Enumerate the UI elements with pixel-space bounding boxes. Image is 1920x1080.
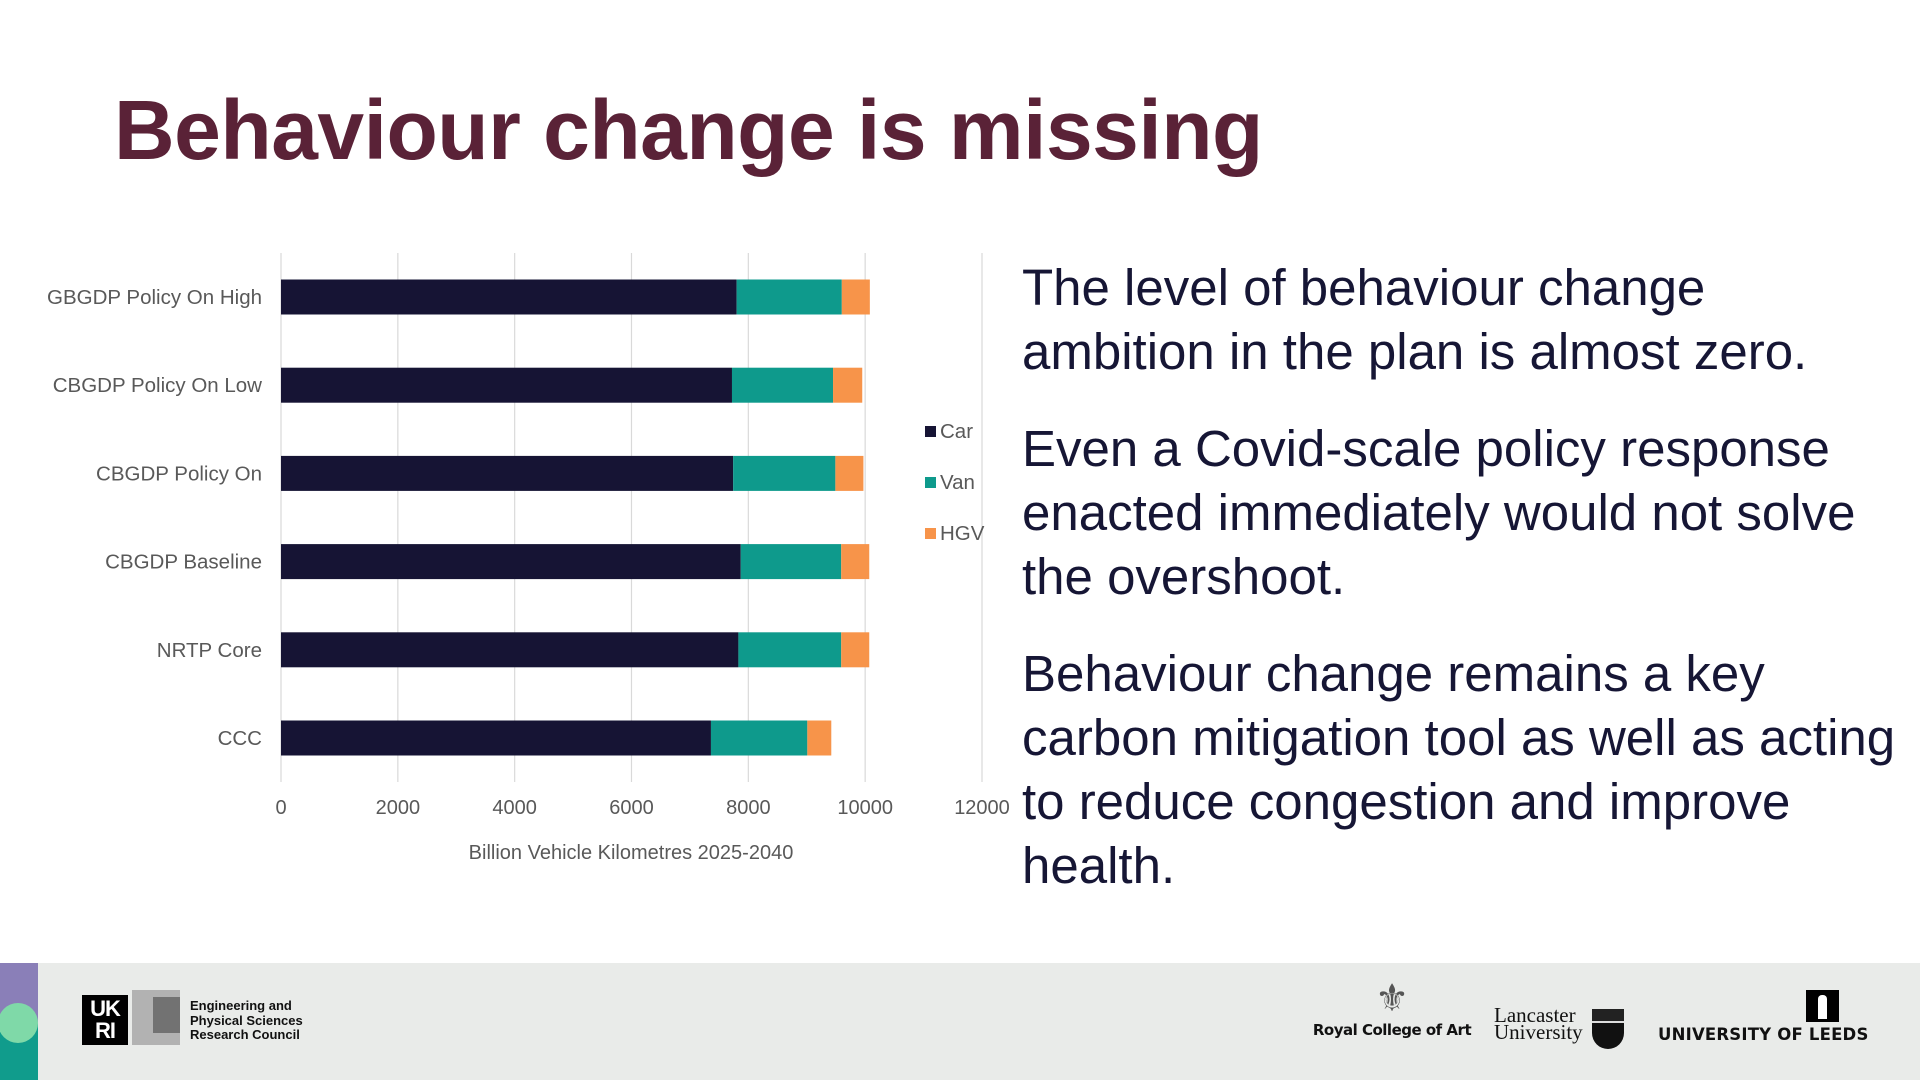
strip-circle (0, 1003, 38, 1043)
brand-strip (0, 963, 38, 1080)
epsrc-line: Physical Sciences (190, 1012, 303, 1028)
ukri-logo-icon: UK RI (82, 995, 128, 1045)
bar-segment-van (738, 632, 842, 668)
bar-segment-car (281, 544, 741, 580)
royal-crest-icon: ⚜ (1374, 978, 1410, 1020)
stacked-bar-chart: GBGDP Policy On High CBGDP Policy On Low C… (47, 253, 1010, 864)
bar-segment-hgv (835, 455, 864, 491)
paragraph-key-tool: Behaviour change remains a key carbon mi… (1022, 645, 1896, 894)
body-text: The level of behaviour change ambition i… (1022, 256, 1902, 931)
tick-label: 4000 (492, 797, 537, 819)
tick-label: 2000 (376, 797, 421, 819)
footer: UK RI Engineering and Physical Sciences … (0, 963, 1920, 1080)
paragraph-ambition: The level of behaviour change ambition i… (1022, 259, 1808, 380)
epsrc-line: Research Council (190, 1027, 300, 1042)
gridlines (280, 253, 983, 782)
category-label: GBGDP Policy On High (47, 286, 262, 309)
epsrc-logo-text: Engineering and Physical Sciences Resear… (190, 998, 303, 1043)
bar-segment-car (281, 455, 734, 491)
bar-segment-van (733, 455, 836, 491)
category-label: NRTP Core (157, 639, 262, 662)
bar-segment-hgv (833, 367, 863, 403)
legend-swatch-hgv (925, 528, 936, 539)
legend-swatch-car (925, 426, 936, 437)
bar-segment-van (740, 544, 842, 580)
legend-label: Car (940, 420, 973, 443)
lancaster-logo-text: Lancaster University (1494, 1003, 1583, 1044)
category-label: CBGDP Policy On (96, 462, 262, 485)
bar-segment-hgv (841, 279, 870, 315)
tick-label: 6000 (609, 797, 654, 819)
bars (281, 279, 870, 756)
bar-segment-car (281, 632, 739, 668)
category-labels: GBGDP Policy On High CBGDP Policy On Low C… (47, 286, 262, 750)
bar-segment-car (281, 367, 732, 403)
epsrc-line: Engineering and (190, 998, 292, 1013)
leeds-name: UNIVERSITY OF LEEDS (1658, 1025, 1869, 1044)
tick-labels: 0 2000 4000 6000 8000 10000 12000 (275, 797, 1009, 819)
ukri-logo-bar-dark (153, 997, 180, 1033)
rca-name: Royal College of Art (1312, 1021, 1472, 1039)
legend-swatch-van (925, 477, 936, 488)
bar-segment-car (281, 279, 737, 315)
rca-logo: ⚜ Royal College of Art (1312, 977, 1472, 1039)
lancaster-line: University (1494, 1020, 1583, 1044)
bar-segment-van (736, 279, 842, 315)
bar-segment-car (281, 720, 711, 756)
slide-title: Behaviour change is missing (114, 83, 1263, 177)
tick-label: 0 (275, 797, 286, 819)
leeds-tower-icon (1806, 990, 1839, 1022)
legend: Car Van HGV (925, 420, 985, 545)
lancaster-line: Lancaster (1494, 1003, 1576, 1027)
bar-segment-hgv (807, 720, 832, 756)
legend-label: HGV (940, 522, 985, 545)
tick-label: 12000 (954, 797, 1010, 819)
legend-label: Van (940, 471, 975, 494)
category-label: CBGDP Baseline (105, 551, 262, 574)
tick-label: 8000 (726, 797, 771, 819)
bar-segment-hgv (841, 544, 870, 580)
paragraph-covid: Even a Covid-scale policy response enact… (1022, 420, 1856, 605)
bar-segment-hgv (841, 632, 870, 668)
bar-segment-van (710, 720, 808, 756)
lancaster-shield-icon (1592, 1009, 1624, 1049)
x-axis-title: Billion Vehicle Kilometres 2025-2040 (469, 842, 794, 864)
category-label: CBGDP Policy On Low (53, 374, 262, 397)
bar-segment-van (731, 367, 834, 403)
category-label: CCC (218, 727, 263, 750)
tick-label: 10000 (837, 797, 893, 819)
